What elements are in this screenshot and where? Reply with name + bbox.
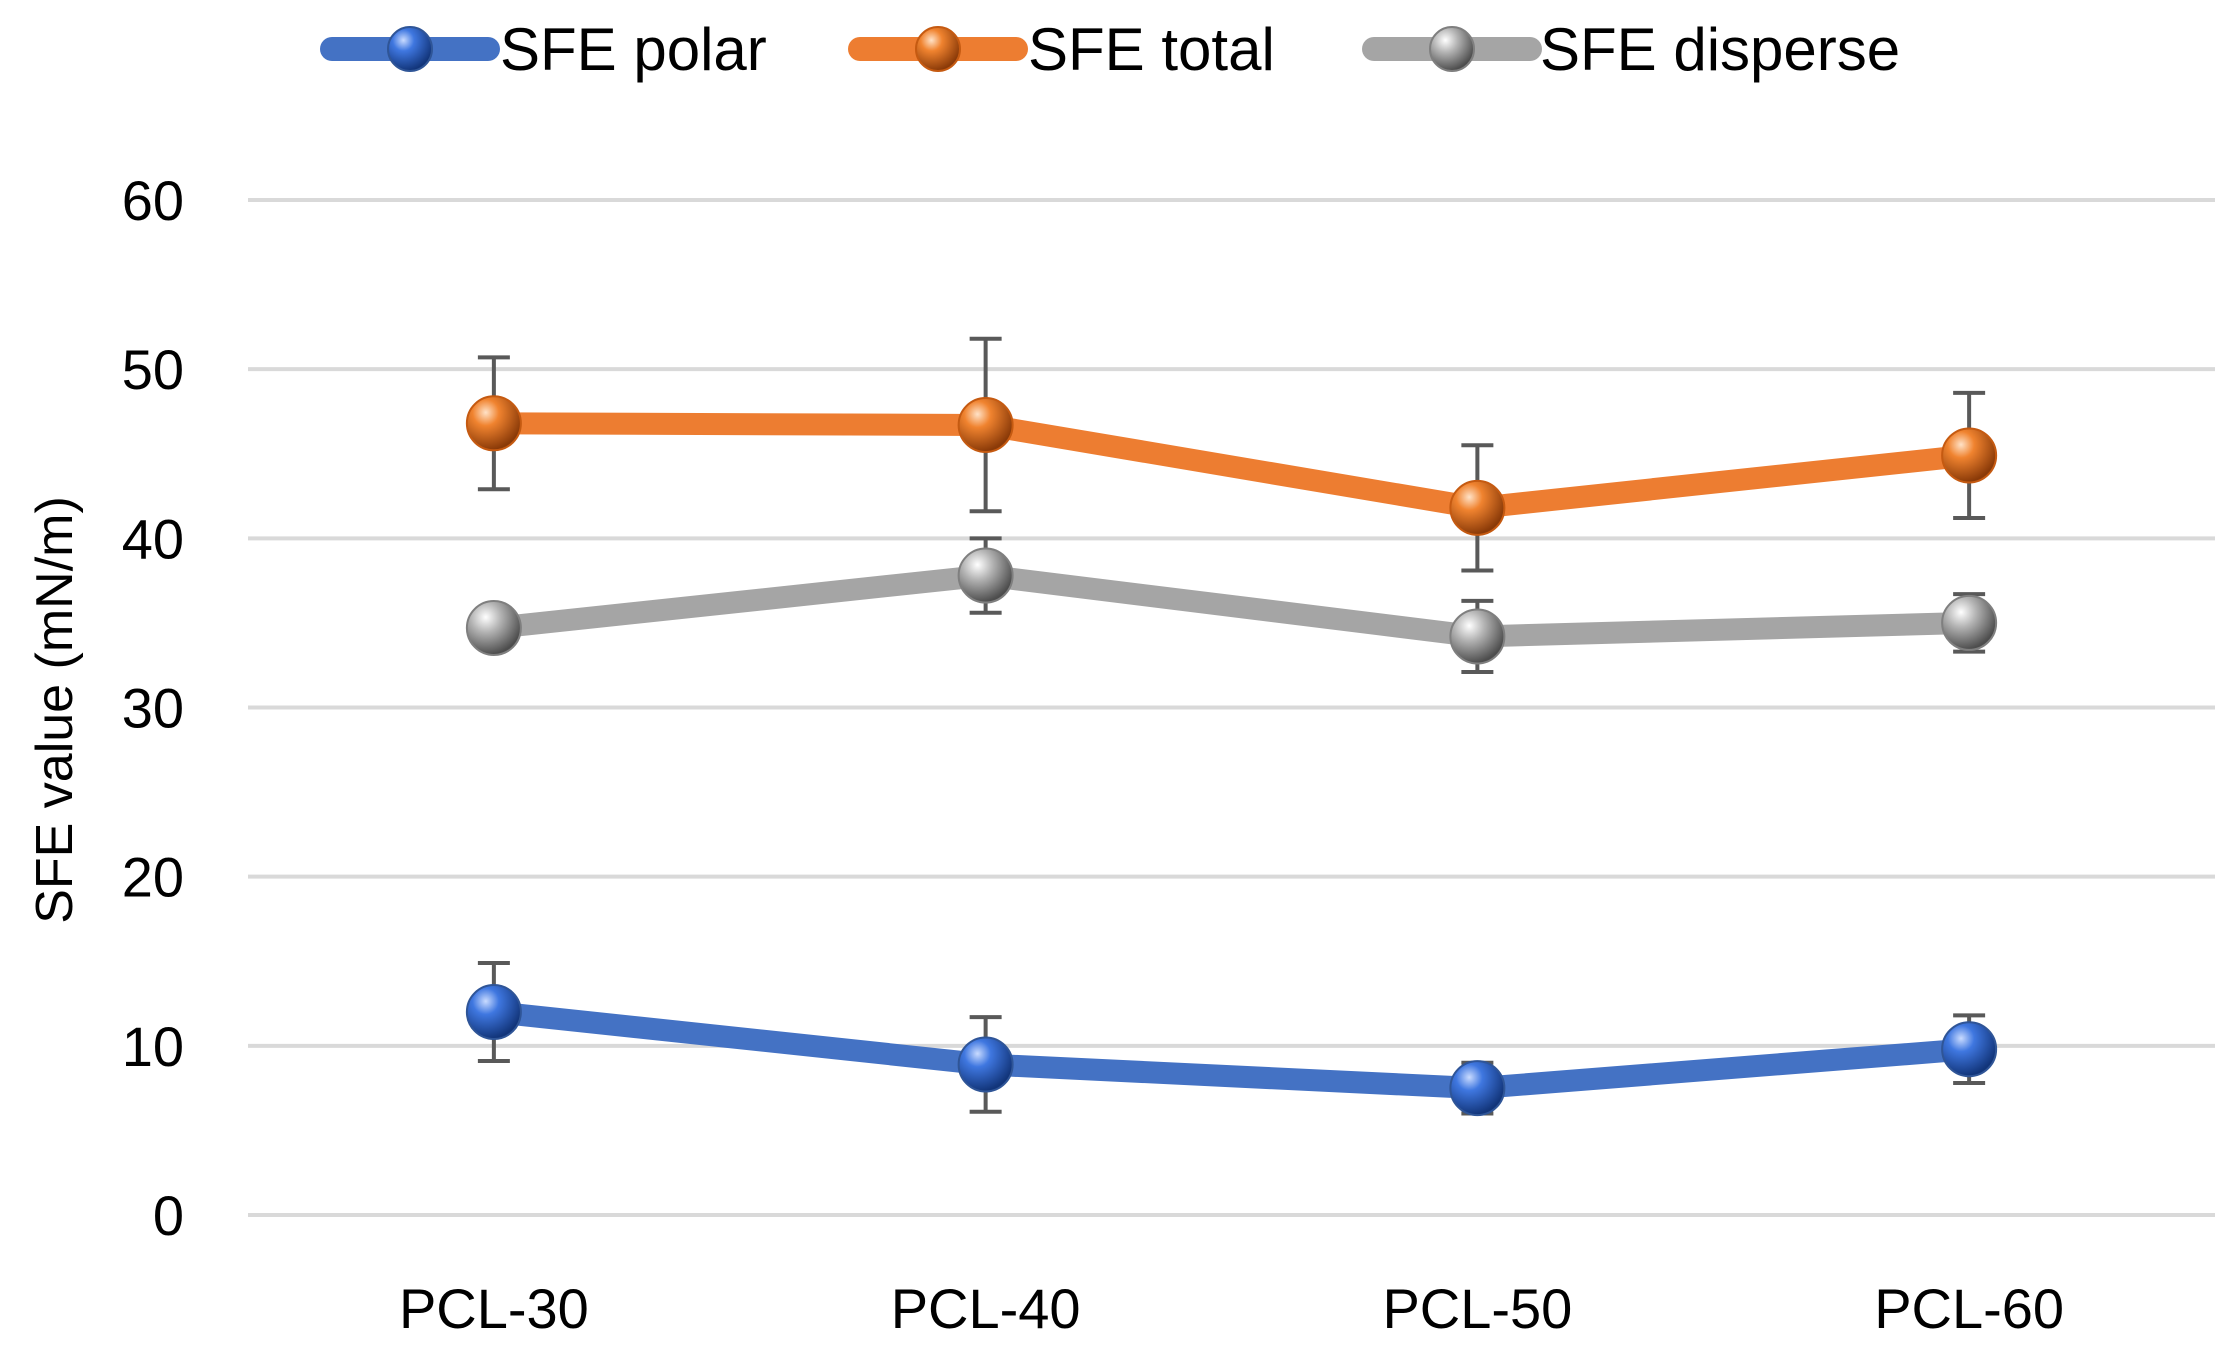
data-point-sfe-disperse[interactable] (1449, 608, 1506, 665)
x-tick-label: PCL-30 (399, 1277, 589, 1340)
y-axis-ticks: 0 10 20 30 40 50 60 (122, 169, 184, 1247)
data-point-sfe-total[interactable] (1941, 427, 1998, 484)
x-tick-label: PCL-40 (891, 1277, 1081, 1340)
y-tick-label: 30 (122, 677, 184, 740)
series-line-sfe-polar (482, 1001, 1981, 1100)
data-point-sfe-disperse[interactable] (465, 599, 522, 656)
legend-item-sfe-polar[interactable]: SFE polar (320, 16, 767, 83)
data-point-sfe-total[interactable] (957, 396, 1014, 453)
legend-label-sfe-polar: SFE polar (500, 16, 767, 83)
legend-swatch-marker-sfe-total (915, 26, 961, 72)
legend-label-sfe-disperse: SFE disperse (1540, 16, 1900, 83)
gridlines (248, 198, 2215, 1217)
legend-swatch-marker-sfe-disperse (1429, 26, 1475, 72)
legend: SFE polar SFE total SFE disperse (320, 16, 1900, 83)
y-tick-label: 0 (153, 1184, 184, 1247)
legend-label-sfe-total: SFE total (1028, 16, 1275, 83)
data-point-sfe-polar[interactable] (1449, 1060, 1506, 1117)
data-point-sfe-polar[interactable] (957, 1036, 1014, 1093)
data-point-sfe-polar[interactable] (1941, 1021, 1998, 1078)
series-line-sfe-total (482, 412, 1981, 519)
y-tick-label: 50 (122, 338, 184, 401)
y-tick-label: 10 (122, 1015, 184, 1078)
legend-item-sfe-disperse[interactable]: SFE disperse (1362, 16, 1900, 83)
y-axis-title: SFE value (mN/m) (26, 496, 84, 924)
error-bars (477, 336, 1986, 1116)
data-point-sfe-total[interactable] (465, 395, 522, 452)
y-tick-label: 40 (122, 507, 184, 570)
data-point-sfe-polar[interactable] (465, 984, 522, 1040)
data-point-sfe-total[interactable] (1449, 479, 1506, 536)
legend-swatch-marker-sfe-polar (387, 26, 433, 72)
x-tick-label: PCL-60 (1874, 1277, 2064, 1340)
data-point-sfe-disperse[interactable] (957, 547, 1014, 604)
data-point-sfe-disperse[interactable] (1941, 594, 1998, 651)
legend-item-sfe-total[interactable]: SFE total (848, 16, 1275, 83)
x-tick-label: PCL-50 (1382, 1277, 1572, 1340)
y-tick-label: 60 (122, 169, 184, 232)
series-line-sfe-disperse (482, 564, 1981, 648)
y-tick-label: 20 (122, 846, 184, 909)
series-lines (482, 412, 1981, 1100)
data-markers (465, 395, 1998, 1117)
x-axis-ticks: PCL-30 PCL-40 PCL-50 PCL-60 (399, 1277, 2064, 1340)
